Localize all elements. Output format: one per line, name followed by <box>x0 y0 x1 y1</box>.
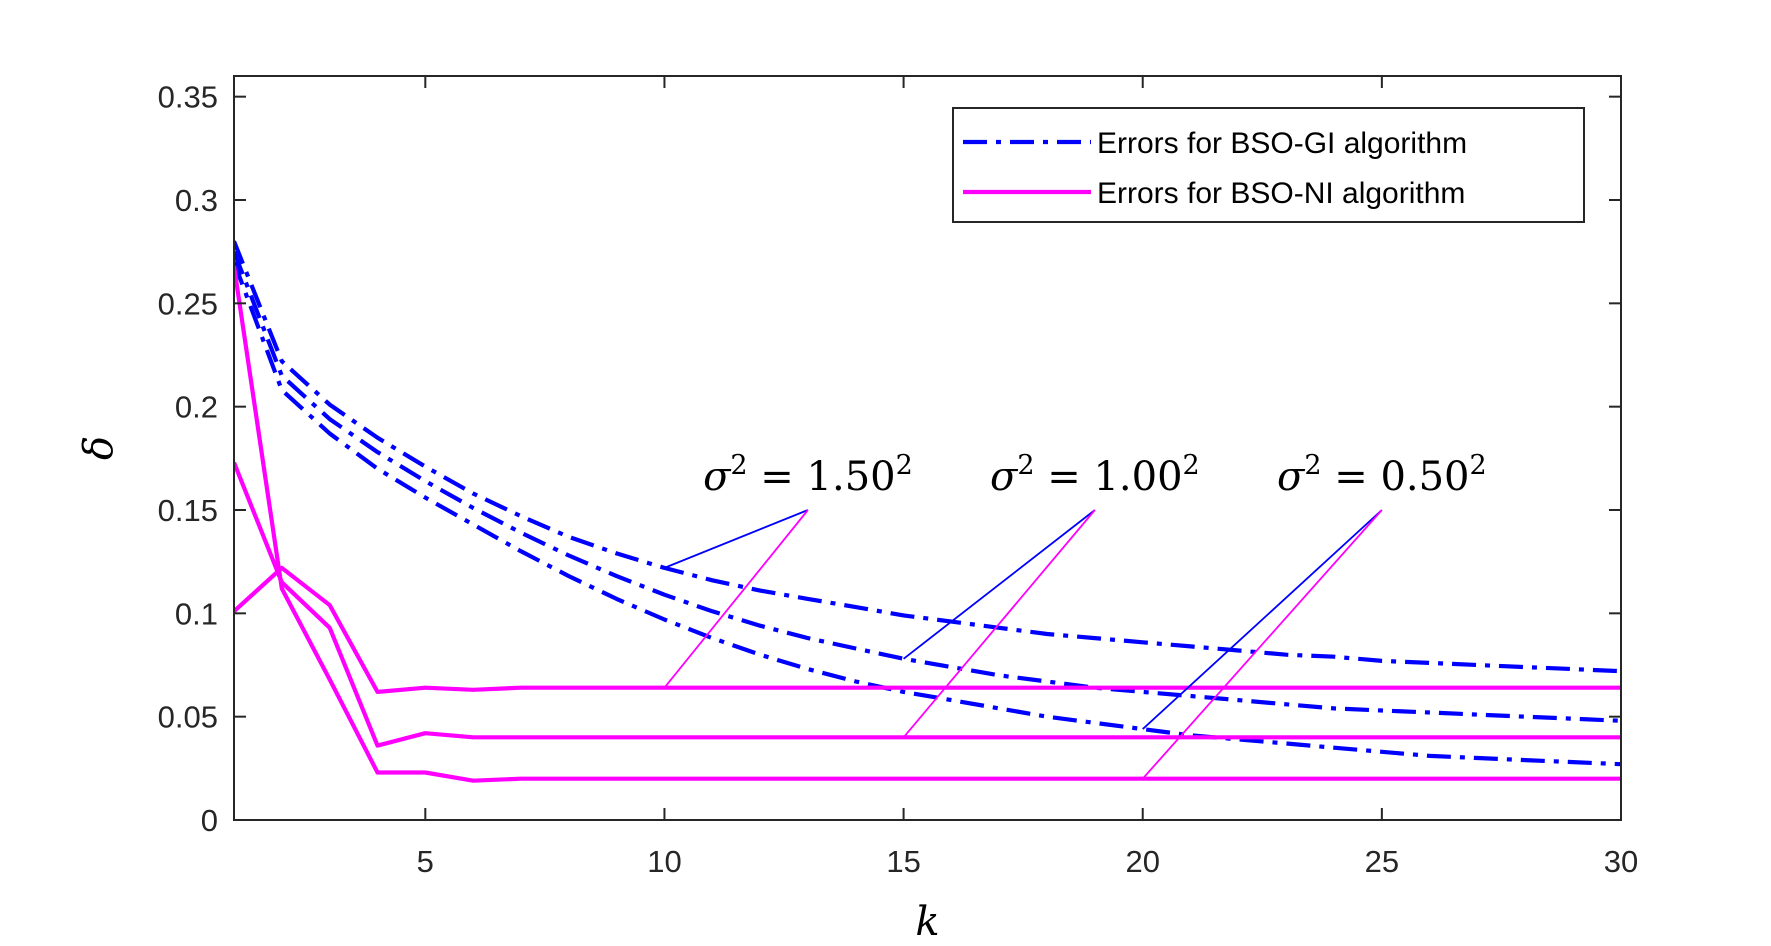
y-axis-label: δ <box>76 436 122 460</box>
y-tick-label: 0 <box>201 803 218 838</box>
annotation-label: σ2 = 0.502 <box>1277 450 1487 500</box>
annotation-pointer-line <box>1142 509 1383 780</box>
series-line-ni-5 <box>234 461 1621 748</box>
series-layer <box>234 240 1621 783</box>
tick-layer: 5 10 15 20 25 30 0 0.05 0.1 0.15 0.2 0.25 0.3 0.35 <box>158 76 1638 879</box>
annotation-label: σ2 = 1.002 <box>990 450 1200 500</box>
annotation-label: σ2 = 1.502 <box>703 450 913 500</box>
x-tick-label: 25 <box>1365 844 1399 879</box>
y-tick-label: 0.3 <box>175 183 218 218</box>
annotation-pointer-line <box>1142 509 1383 730</box>
x-tick-label: 20 <box>1125 844 1159 879</box>
y-tick-label: 0.35 <box>158 80 218 115</box>
series-line-ni-4 <box>234 565 1621 695</box>
legend-label-1: Errors for BSO-GI algorithm <box>1097 127 1467 160</box>
legend: Errors for BSO-GI algorithm Errors for BS… <box>952 107 1585 223</box>
series-line-gi-1 <box>234 240 1621 674</box>
y-tick-label: 0.1 <box>175 596 218 631</box>
annotation-layer: σ2 = 1.502 σ2 = 1.002 σ2 = 0.502 <box>663 450 1487 780</box>
x-tick-label: 10 <box>647 844 681 879</box>
y-tick-label: 0.05 <box>158 700 218 735</box>
x-tick-label: 5 <box>417 844 434 879</box>
plot-area-frame <box>233 75 1622 821</box>
series-line-gi-3 <box>234 261 1621 767</box>
legend-label-2: Errors for BSO-NI algorithm <box>1097 177 1465 210</box>
series-line-ni-6 <box>234 265 1621 783</box>
x-tick-label: 30 <box>1604 844 1638 879</box>
annotation-pointer-line <box>903 509 1096 660</box>
y-tick-label: 0.15 <box>158 493 218 528</box>
series-line-gi-2 <box>234 250 1621 723</box>
legend-box <box>952 107 1585 223</box>
annotation-pointer-line <box>902 509 1096 738</box>
annotation-pointer-line <box>663 509 809 689</box>
y-tick-label: 0.2 <box>175 390 218 425</box>
annotation-pointer-line <box>664 509 809 569</box>
x-axis-label: k <box>915 899 939 945</box>
x-tick-label: 15 <box>886 844 920 879</box>
y-tick-label: 0.25 <box>158 286 218 321</box>
